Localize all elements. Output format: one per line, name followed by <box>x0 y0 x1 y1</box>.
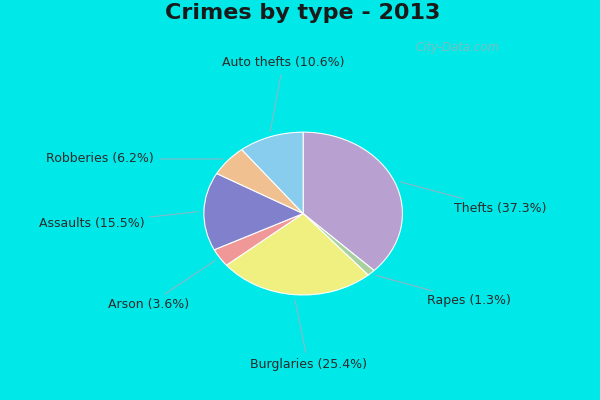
Text: Burglaries (25.4%): Burglaries (25.4%) <box>250 300 367 371</box>
Wedge shape <box>242 132 303 214</box>
Text: Auto thefts (10.6%): Auto thefts (10.6%) <box>222 56 344 132</box>
Wedge shape <box>303 132 403 270</box>
Text: Assaults (15.5%): Assaults (15.5%) <box>38 212 198 230</box>
Title: Crimes by type - 2013: Crimes by type - 2013 <box>166 3 441 23</box>
Wedge shape <box>214 214 303 265</box>
Text: Arson (3.6%): Arson (3.6%) <box>108 261 215 311</box>
Text: Thefts (37.3%): Thefts (37.3%) <box>400 182 547 215</box>
Wedge shape <box>226 214 368 295</box>
Text: Robberies (6.2%): Robberies (6.2%) <box>46 152 223 166</box>
Wedge shape <box>204 174 303 250</box>
Text: Rapes (1.3%): Rapes (1.3%) <box>376 275 511 308</box>
Wedge shape <box>217 150 303 214</box>
Wedge shape <box>303 214 374 275</box>
Text: City-Data.com: City-Data.com <box>415 41 499 54</box>
